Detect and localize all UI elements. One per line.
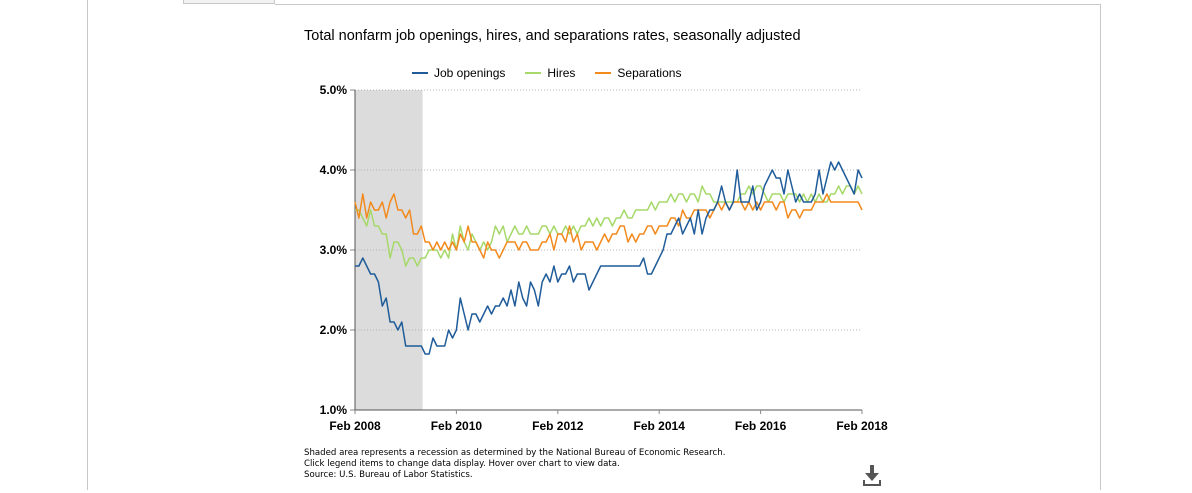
note-recession: Shaded area represents a recession as de… [304, 448, 726, 458]
legend-item-job-openings[interactable]: Job openings [412, 66, 505, 80]
x-tick-label: Feb 2016 [735, 419, 787, 433]
tab-stub[interactable] [183, 0, 275, 4]
y-tick-label: 1.0% [320, 403, 348, 417]
panel-border-left [87, 0, 88, 490]
series-line-job-openings [355, 161, 863, 355]
legend-swatch-separations [595, 72, 612, 74]
chart-title: Total nonfarm job openings, hires, and s… [304, 28, 801, 44]
legend-swatch-hires [525, 72, 542, 74]
y-tick-label: 5.0% [320, 83, 348, 97]
download-button[interactable] [862, 464, 882, 488]
note-interaction: Click legend items to change data displa… [304, 459, 620, 470]
y-tick-label: 2.0% [320, 323, 348, 337]
y-tick-label: 4.0% [320, 163, 348, 177]
chart-notes: Shaded area represents a recession as de… [304, 448, 725, 482]
x-tick-label: Feb 2014 [634, 419, 686, 433]
x-tick-label: Feb 2010 [431, 419, 483, 433]
note-source: Source: U.S. Bureau of Labor Statistics. [304, 470, 473, 481]
x-tick-label: Feb 2012 [532, 419, 584, 433]
panel-border-right [1100, 4, 1101, 490]
legend-item-separations[interactable]: Separations [595, 66, 681, 80]
legend-item-hires[interactable]: Hires [525, 66, 575, 80]
x-tick-label: Feb 2018 [836, 419, 888, 433]
chart-legend: Job openings Hires Separations [412, 66, 701, 80]
series-line-hires [355, 185, 863, 267]
legend-label-separations: Separations [617, 66, 682, 80]
legend-label-job-openings: Job openings [434, 66, 506, 80]
download-icon [863, 465, 881, 486]
series-line-separations [354, 193, 863, 259]
y-tick-label: 3.0% [320, 243, 348, 257]
legend-swatch-job-openings [412, 72, 428, 74]
legend-label-hires: Hires [547, 66, 576, 80]
panel-border-top [275, 4, 1101, 5]
x-tick-label: Feb 2008 [329, 419, 381, 433]
